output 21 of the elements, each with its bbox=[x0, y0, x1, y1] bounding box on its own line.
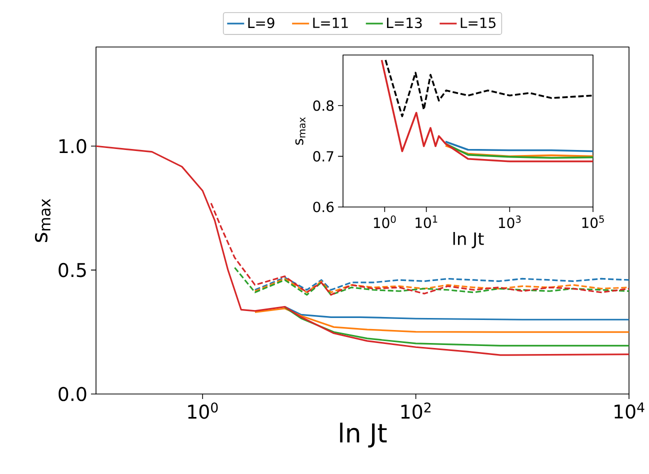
x-tick-label: 10$^{5}$ bbox=[582, 215, 604, 228]
x-tick-label: 10$^{0}$ bbox=[188, 402, 218, 419]
legend-label: L=13 bbox=[387, 18, 422, 28]
y-tick-label: 0.7 bbox=[313, 151, 334, 162]
legend-label: L=15 bbox=[460, 18, 496, 28]
x-axis-title: ln Jt bbox=[453, 232, 484, 248]
y-axis-title: s$_{max}$ bbox=[34, 198, 51, 242]
y-axis-title: s$_{max}$ bbox=[295, 117, 306, 145]
x-tick-label: 10$^{4}$ bbox=[614, 402, 644, 419]
y-tick-label: 0.0 bbox=[58, 386, 86, 402]
legend-label: L=11 bbox=[313, 18, 348, 28]
x-axis-title: ln Jt bbox=[340, 422, 387, 448]
y-tick-label: 1.0 bbox=[59, 138, 86, 154]
y-tick-label: 0.6 bbox=[313, 202, 334, 212]
x-tick-label: 10$^{2}$ bbox=[401, 402, 430, 419]
legend-label: L=9 bbox=[248, 18, 274, 28]
x-tick-label: 10$^{0}$ bbox=[374, 216, 396, 228]
x-tick-label: 10$^{3}$ bbox=[498, 216, 521, 228]
y-tick-label: 0.5 bbox=[58, 262, 86, 278]
x-tick-label: 10$^{1}$ bbox=[416, 215, 438, 228]
y-tick-label: 0.8 bbox=[313, 100, 334, 111]
